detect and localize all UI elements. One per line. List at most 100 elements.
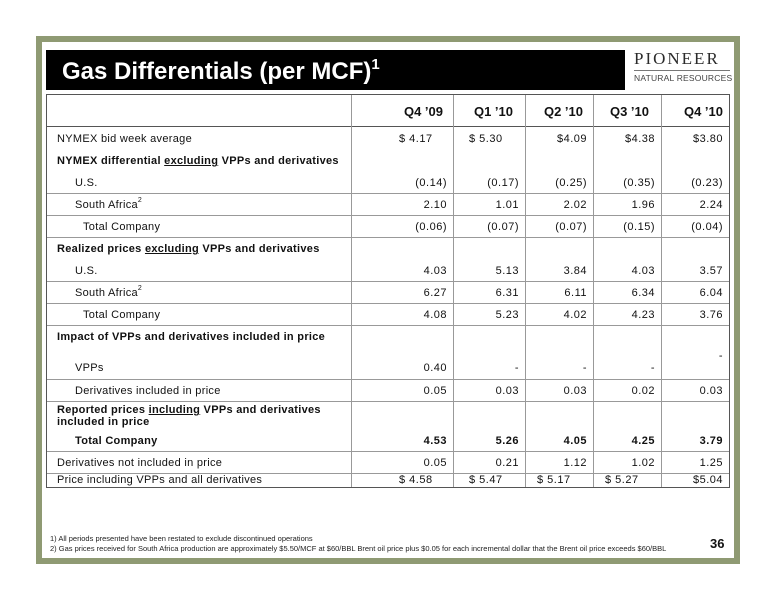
section-header: Reported prices including VPPs and deriv…: [57, 404, 321, 428]
section-header-text: Realized prices: [57, 243, 145, 255]
table-cell: 4.02: [563, 309, 587, 321]
table-cell: (0.15): [623, 221, 655, 233]
title-text: Gas Differentials (per MCF): [62, 58, 372, 85]
row-label: Price including VPPs and all derivatives: [57, 474, 263, 486]
table-cell: $ 5.27: [605, 474, 639, 486]
footnotes: 1) All periods presented have been resta…: [50, 534, 666, 554]
table-row: South Africa2 6.27 6.31 6.11 6.34 6.04: [47, 282, 729, 304]
table-cell: $5.04: [692, 474, 723, 486]
table-row: Total Company (0.06) (0.07) (0.07) (0.15…: [47, 216, 729, 238]
table-cell: -: [582, 362, 587, 374]
section-header-text: Reported prices: [57, 404, 149, 416]
table-row: NYMEX bid week average $ 4.17 $ 5.30 $4.…: [47, 128, 729, 150]
row-label: U.S.: [75, 177, 98, 189]
column-divider: [525, 95, 526, 487]
column-header-q3-10: Q3 ’10: [609, 104, 649, 119]
footnote-2: 2) Gas prices received for South Africa …: [50, 544, 667, 553]
table-cell: 3.84: [563, 265, 587, 277]
table-row: U.S. (0.14) (0.17) (0.25) (0.35) (0.23): [47, 172, 729, 194]
table-cell: 4.08: [423, 309, 447, 321]
table-cell: -: [514, 362, 519, 374]
table-cell: 6.04: [699, 287, 723, 299]
table-cell: (0.35): [623, 177, 655, 189]
table-cell: 1.12: [563, 457, 587, 469]
table-row: U.S. 4.03 5.13 3.84 4.03 3.57: [47, 260, 729, 282]
section-header: Realized prices excluding VPPs and deriv…: [57, 243, 320, 255]
table-cell: 4.23: [631, 309, 655, 321]
table-cell: 3.76: [699, 309, 723, 321]
row-label-text: South Africa: [75, 199, 138, 211]
section-header-text: NYMEX differential: [57, 155, 165, 167]
row-label: Total Company: [83, 221, 161, 233]
row-label: Total Company: [83, 309, 161, 321]
table-cell: 6.27: [423, 287, 447, 299]
section-header-text: VPPs and derivatives: [199, 243, 320, 255]
slide: Gas Differentials (per MCF)1 PIONEER NAT…: [42, 42, 734, 558]
row-label: South Africa2: [75, 197, 143, 211]
section-header-emphasis: excluding: [144, 243, 199, 255]
table-cell: $3.80: [692, 133, 723, 145]
footnote-marker: 2: [137, 285, 143, 292]
row-label-text: South Africa: [75, 287, 138, 299]
table-cell: 0.40: [423, 362, 447, 374]
table-cell: $ 4.58: [399, 474, 433, 486]
table-cell: 6.31: [495, 287, 519, 299]
row-label: VPPs: [75, 362, 104, 374]
table-cell: 0.03: [699, 385, 723, 397]
table-cell: 0.21: [495, 457, 519, 469]
table-cell: 6.34: [631, 287, 655, 299]
table-cell: 4.05: [563, 435, 587, 447]
table-cell: 4.03: [631, 265, 655, 277]
table-cell: $ 5.30: [469, 133, 503, 145]
section-header-emphasis: excluding: [164, 155, 219, 167]
row-label: NYMEX bid week average: [57, 133, 192, 145]
page-number: 36: [710, 536, 725, 551]
table-row: Derivatives not included in price 0.05 0…: [47, 452, 729, 474]
table-cell: 2.10: [423, 199, 447, 211]
table-cell: $4.09: [556, 133, 587, 145]
table-cell: 0.05: [423, 385, 447, 397]
slide-frame: Gas Differentials (per MCF)1 PIONEER NAT…: [36, 36, 740, 564]
table-cell: 1.25: [699, 457, 723, 469]
footnote-marker: 2: [137, 197, 143, 204]
table-cell: 3.57: [699, 265, 723, 277]
table-cell: (0.23): [691, 177, 723, 189]
gas-differentials-table: Q4 ’09 Q1 ’10 Q2 ’10 Q3 ’10 Q4 ’10 NYMEX…: [46, 94, 730, 488]
table-cell: (0.14): [415, 177, 447, 189]
title-bar: Gas Differentials (per MCF)1: [46, 50, 625, 90]
section-header-row: NYMEX differential excluding VPPs and de…: [47, 150, 729, 172]
logo-divider: [634, 70, 730, 71]
table-cell: (0.17): [487, 177, 519, 189]
column-divider: [453, 95, 454, 487]
table-row: South Africa2 2.10 1.01 2.02 1.96 2.24: [47, 194, 729, 216]
table-cell: 1.01: [495, 199, 519, 211]
row-label: U.S.: [75, 265, 98, 277]
row-label: Derivatives included in price: [75, 385, 221, 397]
section-header-text: included in price: [57, 416, 150, 428]
table-cell: 4.25: [631, 435, 655, 447]
table-cell: $4.38: [624, 133, 655, 145]
table-cell: 0.02: [631, 385, 655, 397]
column-divider: [351, 95, 352, 487]
table-cell: (0.07): [555, 221, 587, 233]
table-cell: -: [718, 350, 723, 362]
logo-subtitle: NATURAL RESOURCES: [634, 73, 733, 83]
table-row: Total Company 4.53 5.26 4.05 4.25 3.79: [47, 430, 729, 452]
table-cell: $ 5.17: [537, 474, 571, 486]
table-cell: $ 4.17: [399, 133, 433, 145]
section-header-emphasis: including: [148, 404, 201, 416]
table-row: Price including VPPs and all derivatives…: [47, 466, 729, 488]
table-row: Total Company 4.08 5.23 4.02 4.23 3.76: [47, 304, 729, 326]
table-cell: 1.02: [631, 457, 655, 469]
table-cell: (0.07): [487, 221, 519, 233]
section-header-row: Reported prices including VPPs and deriv…: [47, 402, 729, 430]
table-row: Derivatives included in price 0.05 0.03 …: [47, 380, 729, 402]
section-header-text: VPPs and derivatives: [218, 155, 339, 167]
table-cell: 0.05: [423, 457, 447, 469]
table-cell: 4.53: [423, 435, 447, 447]
column-header-q4-10: Q4 ’10: [683, 104, 723, 119]
section-header-row: Impact of VPPs and derivatives included …: [47, 326, 729, 348]
table-cell: 0.03: [495, 385, 519, 397]
column-divider: [593, 95, 594, 487]
title-footnote-marker: 1: [371, 56, 380, 73]
